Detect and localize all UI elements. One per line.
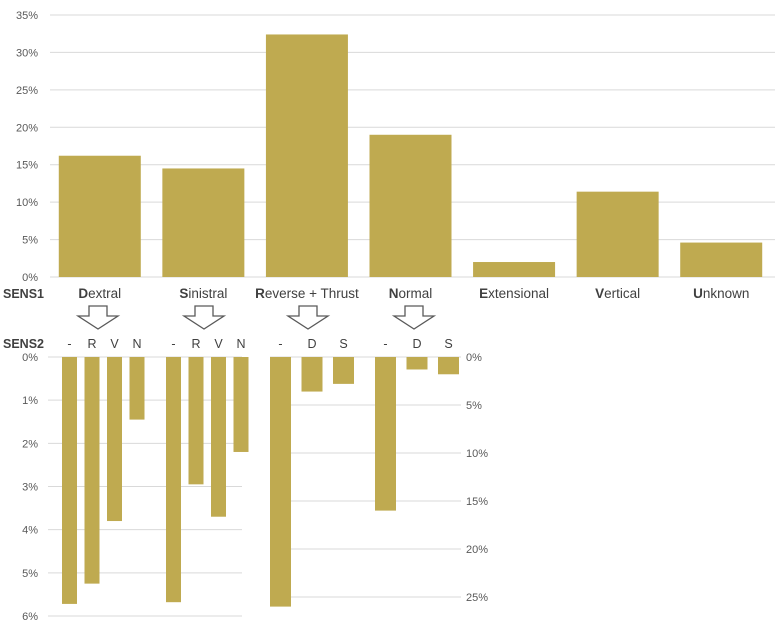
category-initial: E [479, 286, 488, 301]
down-arrow-icon [181, 305, 227, 330]
down-arrow-icon [285, 305, 331, 330]
category-rest: ertical [604, 286, 640, 301]
sens1-bar [58, 155, 141, 277]
sens2-sub-label: - [383, 337, 387, 351]
sens2-left-y-tick-label: 2% [22, 438, 38, 450]
sens2-left-y-tick-label: 6% [22, 611, 38, 622]
sens2-bar [188, 357, 204, 485]
sens2-bar [84, 357, 100, 584]
sens1-bar [473, 262, 556, 277]
sens2-right-y-tick-label: 25% [466, 592, 488, 604]
sens1-y-tick-label: 0% [22, 272, 38, 284]
sens2-bar [438, 357, 459, 375]
sens1-y-tick-label: 20% [16, 122, 38, 134]
category-rest: inistral [188, 286, 227, 301]
sens2-right-y-tick-label: 10% [466, 448, 488, 460]
category-initial: D [78, 286, 88, 301]
sens1-y-tick-label: 30% [16, 47, 38, 59]
sens1-category-label: Dextral [78, 286, 121, 301]
sens1-category-label: Normal [389, 286, 433, 301]
sens2-bar [233, 357, 249, 452]
sens2-right-y-tick-label: 20% [466, 544, 488, 556]
sens2-left-y-tick-label: 4% [22, 525, 38, 537]
sens2-bar [270, 357, 291, 607]
sens2-sub-label: N [132, 337, 141, 351]
down-arrow-icon [75, 305, 121, 330]
sens1-y-tick-label: 5% [22, 235, 38, 247]
sens1-bar [265, 34, 348, 277]
sens1-category-label: Sinistral [179, 286, 227, 301]
sens1-category-label: Unknown [693, 286, 749, 301]
sens2-strike-slip-chart: 0%1%2%3%4%5%6%- R V N - R V N [22, 337, 249, 622]
sens2-left-y-tick-label: 1% [22, 395, 38, 407]
category-rest: nknown [703, 286, 750, 301]
sens2-left-y-tick-label: 5% [22, 568, 38, 580]
sens1-y-tick-label: 35% [16, 10, 38, 22]
sens1-chart: 0% 5% 10% 15% 20% 25% 30% 35% Dextral Sinistral Re… [16, 10, 775, 301]
sens2-bar [301, 357, 323, 392]
sens2-bar [375, 357, 396, 511]
sens2-row-label: SENS2 [3, 337, 44, 351]
sens2-bar [211, 357, 226, 517]
sens2-sub-label: R [87, 337, 96, 351]
sens1-y-tick-label: 15% [16, 160, 38, 172]
sens2-bar [62, 357, 77, 604]
sens2-left-y-tick-label: 0% [22, 352, 38, 364]
sens2-right-y-tick-label: 15% [466, 496, 488, 508]
sens2-right-y-tick-label: 0% [466, 352, 482, 364]
category-initial: S [179, 286, 188, 301]
sens1-row-label: SENS1 [3, 287, 44, 301]
arrows-group [75, 305, 437, 330]
sens2-sub-label: S [444, 337, 452, 351]
category-rest: ormal [398, 286, 432, 301]
sens2-sub-label: R [191, 337, 200, 351]
sens2-bar [406, 357, 428, 370]
sens1-y-tick-label: 10% [16, 197, 38, 209]
sens2-sub-label: - [171, 337, 175, 351]
category-initial: U [693, 286, 703, 301]
sens2-bar [129, 357, 145, 420]
sens2-bar [107, 357, 122, 522]
sens1-bar [680, 242, 763, 277]
down-arrow-icon [391, 305, 437, 330]
sens2-sub-label: - [67, 337, 71, 351]
sens1-category-label: Extensional [479, 286, 549, 301]
category-initial: N [389, 286, 399, 301]
category-rest: everse + Thrust [265, 286, 359, 301]
sens2-sub-label: D [307, 337, 316, 351]
sens2-bar [166, 357, 181, 603]
sens1-category-label: Reverse + Thrust [255, 286, 359, 301]
category-rest: extral [88, 286, 121, 301]
category-initial: V [595, 286, 604, 301]
sens1-y-tick-label: 25% [16, 85, 38, 97]
sens2-sub-label: S [339, 337, 347, 351]
sens2-right-y-tick-label: 5% [466, 400, 482, 412]
sens2-sub-label: - [278, 337, 282, 351]
sens2-bar [333, 357, 354, 384]
sens2-dip-slip-chart: 0% 5% 10% 15% 20% 25% - D S - D S [270, 337, 488, 607]
sens1-bar [162, 168, 245, 277]
sens2-sub-label: N [236, 337, 245, 351]
sens1-category-label: Vertical [595, 286, 640, 301]
sens2-sub-label: V [110, 337, 119, 351]
category-initial: R [255, 286, 265, 301]
sens1-bar [369, 134, 452, 277]
sens2-sub-label: V [214, 337, 223, 351]
category-rest: xtensional [488, 286, 549, 301]
sens2-left-y-tick-label: 3% [22, 482, 38, 494]
sens1-bar [576, 191, 659, 277]
sens2-sub-label: D [412, 337, 421, 351]
